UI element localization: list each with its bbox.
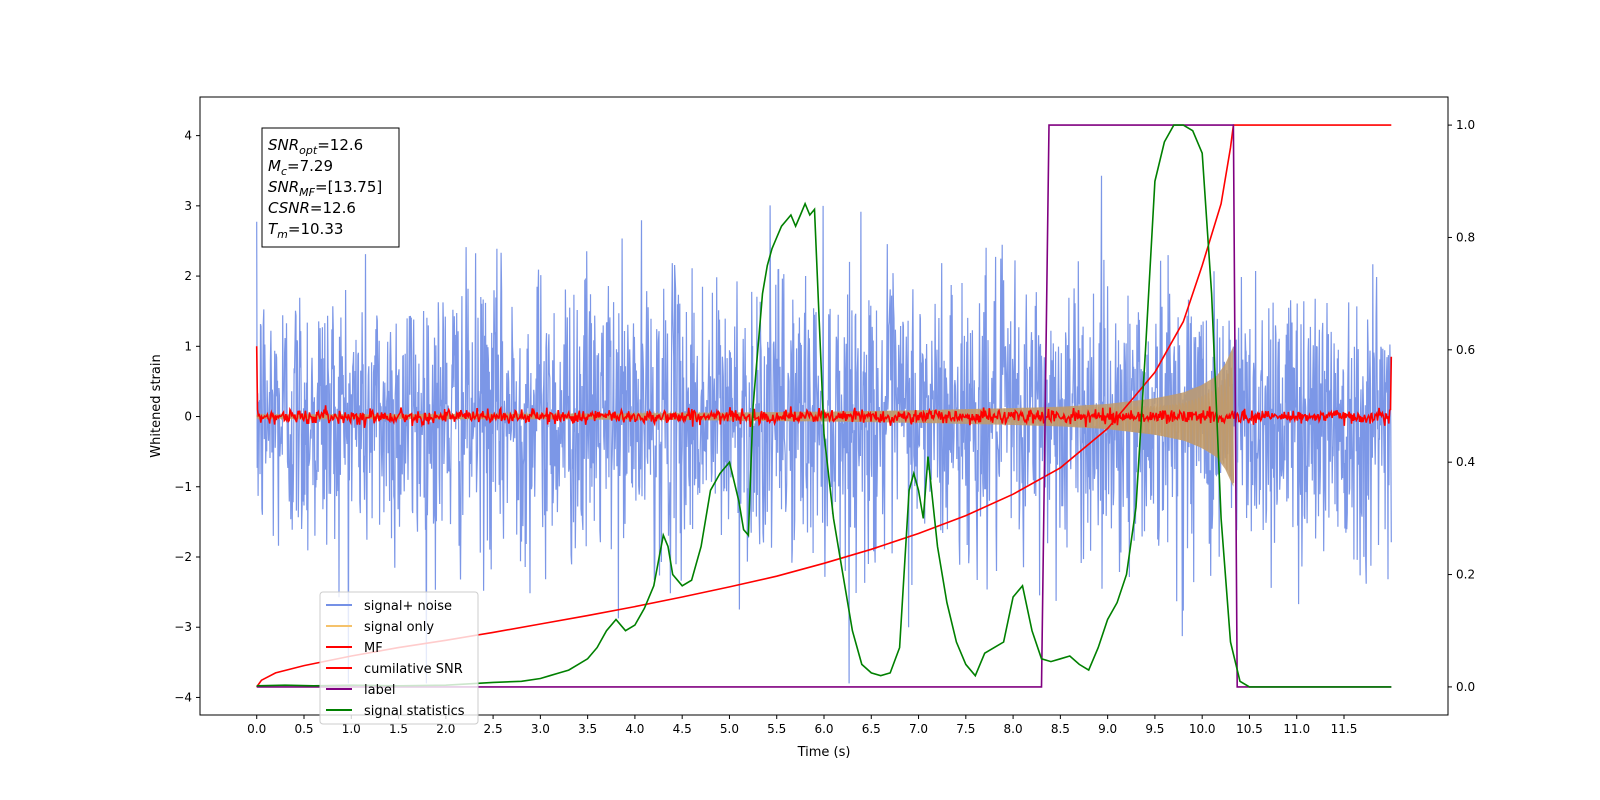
y-left-tick-label: 3 [184, 199, 192, 213]
legend-label: cumilative SNR [364, 662, 463, 677]
x-tick-label: 6.0 [814, 722, 833, 736]
legend-label: signal statistics [364, 704, 465, 719]
y-left-tick-label: 2 [184, 269, 192, 283]
x-tick-label: 0.5 [294, 722, 313, 736]
legend-label: signal+ noise [364, 599, 452, 614]
annotation-line: SNRopt=12.6 [268, 136, 363, 157]
y-left-tick-label: −1 [174, 480, 192, 494]
y-right-tick-label: 1.0 [1456, 118, 1475, 132]
x-tick-label: 1.5 [389, 722, 408, 736]
x-tick-label: 9.5 [1145, 722, 1164, 736]
y-right-tick-label: 0.4 [1456, 455, 1475, 469]
y-left-tick-label: 0 [184, 410, 192, 424]
y-left-tick-label: 4 [184, 129, 192, 143]
x-tick-label: 4.5 [673, 722, 692, 736]
series-signal-only-band [256, 346, 1234, 487]
x-tick-label: 5.0 [720, 722, 739, 736]
x-tick-label: 1.0 [342, 722, 361, 736]
series-signal-statistics [256, 124, 1392, 688]
x-tick-label: 10.0 [1189, 722, 1216, 736]
x-tick-label: 7.0 [909, 722, 928, 736]
x-tick-label: 7.5 [956, 722, 975, 736]
legend-label: label [364, 683, 395, 698]
y-right-tick-label: 0.2 [1456, 568, 1475, 582]
annotation-line: CSNR=12.6 [268, 199, 356, 217]
y-left-tick-label: 1 [184, 339, 192, 353]
y-right-tick-label: 0.0 [1456, 680, 1475, 694]
x-tick-label: 2.0 [436, 722, 455, 736]
x-tick-label: 3.0 [531, 722, 550, 736]
annotation-line: SNRMF=[13.75] [268, 178, 382, 199]
legend-label: MF [364, 641, 383, 656]
annotation-box: SNRopt=12.6Mc=7.29SNRMF=[13.75]CSNR=12.6… [261, 127, 400, 248]
annotation-line: Mc=7.29 [268, 157, 333, 178]
y-axis-label: Whitened strain [149, 354, 164, 457]
legend-frame [319, 591, 479, 725]
x-tick-label: 9.0 [1098, 722, 1117, 736]
x-tick-label: 6.5 [862, 722, 881, 736]
legend-label: signal only [364, 620, 434, 635]
y-left-tick-label: −2 [174, 550, 192, 564]
x-tick-label: 2.5 [484, 722, 503, 736]
x-tick-label: 3.5 [578, 722, 597, 736]
x-tick-label: 10.5 [1236, 722, 1263, 736]
x-tick-label: 8.0 [1004, 722, 1023, 736]
y-left-tick-label: −4 [174, 690, 192, 704]
y-right-tick-label: 0.6 [1456, 343, 1475, 357]
annotation-frame [261, 127, 400, 248]
y-right-tick-label: 0.8 [1456, 230, 1475, 244]
x-tick-label: 11.5 [1331, 722, 1358, 736]
x-tick-label: 11.0 [1283, 722, 1310, 736]
plot-area [255, 124, 1393, 688]
annotation-line: Tm=10.33 [268, 220, 343, 241]
x-axis-label: Time (s) [797, 745, 851, 760]
x-tick-label: 4.0 [625, 722, 644, 736]
x-tick-label: 8.5 [1051, 722, 1070, 736]
series-mf [255, 346, 1393, 428]
x-tick-label: 5.5 [767, 722, 786, 736]
axes: 0.0 0.5 1.0 1.5 2.0 2.5 3.0 3.5 4.0 4.5 5.0 5.5 6.0 6… [149, 96, 1475, 760]
legend: signal+ noise signal only MF cumilative SNR… [319, 591, 479, 725]
y-left-tick-label: −3 [174, 620, 192, 634]
x-tick-label: 0.0 [247, 722, 266, 736]
